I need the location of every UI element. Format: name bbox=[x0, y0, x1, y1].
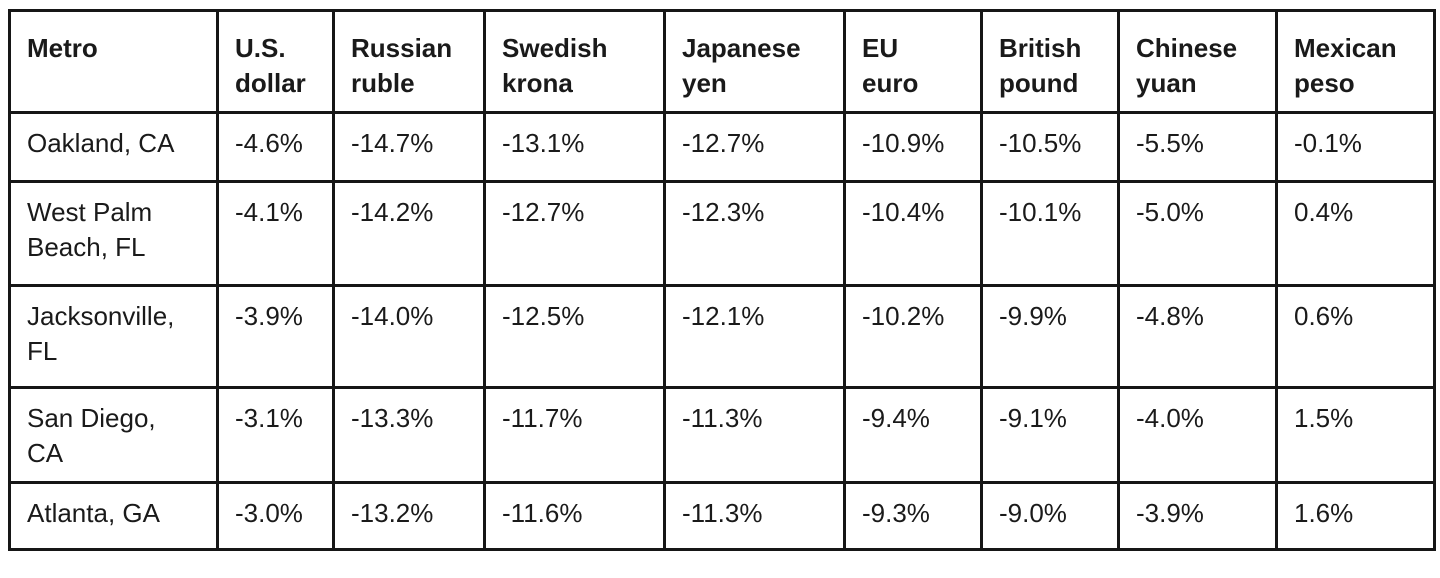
value-cell: -10.2% bbox=[843, 284, 983, 389]
metro-line: Atlanta, GA bbox=[27, 498, 160, 528]
metro-cell: San Diego, CA bbox=[8, 386, 219, 484]
value-cell: -4.1% bbox=[216, 180, 335, 287]
value-cell: -5.0% bbox=[1117, 180, 1278, 287]
value-cell: -13.2% bbox=[332, 481, 486, 551]
value-cell: -0.1% bbox=[1275, 111, 1436, 183]
header-line: pound bbox=[999, 68, 1079, 98]
header-line: dollar bbox=[235, 68, 306, 98]
header-line: ruble bbox=[351, 68, 415, 98]
value-cell: -10.1% bbox=[980, 180, 1120, 287]
value-cell: -5.5% bbox=[1117, 111, 1278, 183]
value-cell: -13.1% bbox=[483, 111, 666, 183]
value-cell: -10.5% bbox=[980, 111, 1120, 183]
metro-line: Oakland, CA bbox=[27, 128, 175, 158]
header-line: yuan bbox=[1136, 68, 1197, 98]
column-header-russian-ruble: Russian ruble bbox=[332, 9, 486, 114]
table-row: San Diego, CA -3.1% -13.3% -11.7% -11.3% … bbox=[8, 386, 1436, 484]
value-cell: -3.0% bbox=[216, 481, 335, 551]
table-row: Jacksonville, FL -3.9% -14.0% -12.5% -12.… bbox=[8, 284, 1436, 389]
metro-cell: Oakland, CA bbox=[8, 111, 219, 183]
column-header-chinese-yuan: Chinese yuan bbox=[1117, 9, 1278, 114]
header-line: Chinese bbox=[1136, 33, 1238, 63]
value-cell: -14.2% bbox=[332, 180, 486, 287]
value-cell: -12.7% bbox=[663, 111, 846, 183]
value-cell: 1.5% bbox=[1275, 386, 1436, 484]
value-cell: -3.1% bbox=[216, 386, 335, 484]
table-row: West Palm Beach, FL -4.1% -14.2% -12.7% -… bbox=[8, 180, 1436, 287]
header-row: Metro U.S. dollar Russian ruble Swedish kro… bbox=[8, 9, 1436, 114]
metro-cell: Jacksonville, FL bbox=[8, 284, 219, 389]
value-cell: -4.0% bbox=[1117, 386, 1278, 484]
header-line: Russian bbox=[351, 33, 453, 63]
column-header-metro: Metro bbox=[8, 9, 219, 114]
header-line: peso bbox=[1294, 68, 1355, 98]
value-cell: -3.9% bbox=[216, 284, 335, 389]
value-cell: -9.1% bbox=[980, 386, 1120, 484]
value-cell: -12.3% bbox=[663, 180, 846, 287]
header-line: euro bbox=[862, 68, 919, 98]
metro-cell: Atlanta, GA bbox=[8, 481, 219, 551]
value-cell: -11.7% bbox=[483, 386, 666, 484]
column-header-eu-euro: EU euro bbox=[843, 9, 983, 114]
header-line: U.S. bbox=[235, 33, 286, 63]
metro-line: Jacksonville, bbox=[27, 301, 175, 331]
value-cell: -9.0% bbox=[980, 481, 1120, 551]
header-line: Japanese bbox=[682, 33, 801, 63]
table-row: Oakland, CA -4.6% -14.7% -13.1% -12.7% -… bbox=[8, 111, 1436, 183]
value-cell: -9.9% bbox=[980, 284, 1120, 389]
value-cell: -10.9% bbox=[843, 111, 983, 183]
value-cell: -9.3% bbox=[843, 481, 983, 551]
metro-line: CA bbox=[27, 438, 64, 468]
header-line: Mexican bbox=[1294, 33, 1397, 63]
value-cell: 0.6% bbox=[1275, 284, 1436, 389]
currency-change-by-metro-table: Metro U.S. dollar Russian ruble Swedish kro… bbox=[8, 9, 1436, 551]
metro-line: West Palm bbox=[27, 197, 153, 227]
table-row: Atlanta, GA -3.0% -13.2% -11.6% -11.3% -… bbox=[8, 481, 1436, 551]
value-cell: -3.9% bbox=[1117, 481, 1278, 551]
value-cell: -11.3% bbox=[663, 481, 846, 551]
value-cell: -12.7% bbox=[483, 180, 666, 287]
metro-cell: West Palm Beach, FL bbox=[8, 180, 219, 287]
metro-line: FL bbox=[27, 336, 58, 366]
value-cell: -4.8% bbox=[1117, 284, 1278, 389]
metro-line: Beach, FL bbox=[27, 232, 146, 262]
header-line: Metro bbox=[27, 33, 98, 63]
header-line: British bbox=[999, 33, 1082, 63]
value-cell: 1.6% bbox=[1275, 481, 1436, 551]
value-cell: -12.1% bbox=[663, 284, 846, 389]
column-header-mexican-peso: Mexican peso bbox=[1275, 9, 1436, 114]
metro-line: San Diego, bbox=[27, 403, 156, 433]
value-cell: 0.4% bbox=[1275, 180, 1436, 287]
column-header-british-pound: British pound bbox=[980, 9, 1120, 114]
column-header-japanese-yen: Japanese yen bbox=[663, 9, 846, 114]
value-cell: -11.3% bbox=[663, 386, 846, 484]
value-cell: -13.3% bbox=[332, 386, 486, 484]
value-cell: -4.6% bbox=[216, 111, 335, 183]
header-line: EU bbox=[862, 33, 899, 63]
value-cell: -14.0% bbox=[332, 284, 486, 389]
column-header-swedish-krona: Swedish krona bbox=[483, 9, 666, 114]
value-cell: -12.5% bbox=[483, 284, 666, 389]
value-cell: -11.6% bbox=[483, 481, 666, 551]
value-cell: -10.4% bbox=[843, 180, 983, 287]
header-line: krona bbox=[502, 68, 573, 98]
header-line: Swedish bbox=[502, 33, 608, 63]
header-line: yen bbox=[682, 68, 727, 98]
value-cell: -14.7% bbox=[332, 111, 486, 183]
value-cell: -9.4% bbox=[843, 386, 983, 484]
column-header-us-dollar: U.S. dollar bbox=[216, 9, 335, 114]
